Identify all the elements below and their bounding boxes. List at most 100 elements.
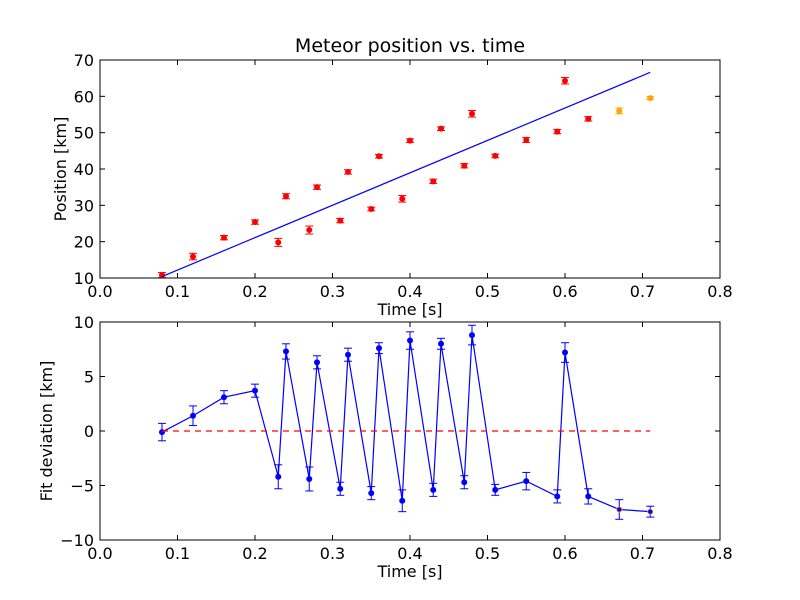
data-marker <box>492 486 499 493</box>
position-x-tick-label: 0.2 <box>242 282 267 301</box>
position-data-point <box>274 237 283 247</box>
data-marker <box>313 184 320 191</box>
deviation-plot-ticks: 0.0 0.1 0.2 0.3 0.4 0.5 0.6 0.7 0.8 −10 −5 0 5 10 <box>60 313 732 563</box>
position-y-tick-label: 10 <box>74 269 94 288</box>
position-data-point <box>615 107 624 115</box>
data-marker <box>158 272 165 279</box>
fit-line <box>161 71 651 278</box>
data-marker <box>647 95 654 102</box>
deviation-data-point <box>615 499 624 520</box>
position-data-point <box>367 205 376 212</box>
data-marker <box>344 168 351 175</box>
data-marker <box>468 332 475 339</box>
position-x-tick-label: 0.4 <box>397 282 422 301</box>
position-data-point <box>437 125 445 132</box>
data-marker <box>585 493 592 500</box>
position-plot-ticks: 0.0 0.1 0.2 0.3 0.4 0.5 0.6 0.7 0.8 10 20 30 40 50 60 7… <box>74 51 733 301</box>
deviation-data-point <box>429 482 438 497</box>
position-x-tick-label: 0.3 <box>320 282 345 301</box>
deviation-data-point <box>251 383 259 398</box>
position-data-point <box>561 76 569 85</box>
data-marker <box>616 506 623 513</box>
data-marker <box>275 239 282 246</box>
deviation-data-point <box>344 347 352 362</box>
position-data-point <box>468 110 476 118</box>
position-plot-y-label: Position [km] <box>51 117 70 222</box>
deviation-y-tick-label: 5 <box>84 368 94 387</box>
data-marker <box>430 178 437 185</box>
deviation-x-tick-label: 0.2 <box>242 544 267 563</box>
data-marker <box>437 340 444 347</box>
data-marker <box>406 337 413 344</box>
deviation-data-point <box>406 331 414 350</box>
deviation-data-point <box>313 355 321 370</box>
data-marker <box>158 429 165 436</box>
position-data-point <box>646 95 655 102</box>
deviation-x-tick-label: 0.7 <box>630 544 655 563</box>
data-marker <box>554 493 561 500</box>
deviation-x-tick-label: 0.1 <box>165 544 190 563</box>
deviation-data-point <box>468 324 476 346</box>
deviation-data-point <box>491 483 500 496</box>
data-marker <box>523 136 530 143</box>
position-data-point <box>429 178 438 185</box>
deviation-data-point <box>367 486 376 501</box>
deviation-data-point <box>375 342 383 355</box>
data-marker <box>562 77 569 84</box>
deviation-x-tick-label: 0.4 <box>397 544 422 563</box>
position-y-tick-label: 70 <box>74 51 94 70</box>
deviation-x-tick-label: 0.3 <box>320 544 345 563</box>
deviation-data-point <box>305 466 314 492</box>
deviation-data-point <box>522 471 531 491</box>
position-data-point <box>251 219 259 226</box>
data-marker <box>375 153 382 160</box>
position-data-point <box>491 152 500 159</box>
deviation-x-tick-label: 0.8 <box>707 544 732 563</box>
data-marker <box>368 205 375 212</box>
position-data-point <box>344 168 352 175</box>
data-marker <box>492 152 499 159</box>
data-marker <box>306 227 313 234</box>
data-marker <box>251 387 258 394</box>
data-marker <box>368 490 375 497</box>
data-marker <box>282 193 289 200</box>
data-marker <box>406 137 413 144</box>
position-data-point <box>460 162 469 169</box>
position-x-tick-label: 0.7 <box>630 282 655 301</box>
position-plot-marks <box>158 71 655 279</box>
position-data-point <box>220 234 228 241</box>
data-marker <box>585 115 592 122</box>
position-data-point <box>406 137 414 144</box>
position-plot-x-label: Time [s] <box>376 300 442 319</box>
data-marker <box>220 394 227 401</box>
deviation-plot-marks <box>158 324 655 520</box>
deviation-data-point <box>646 505 655 518</box>
position-data-point <box>375 153 383 160</box>
data-marker <box>647 508 654 515</box>
deviation-y-tick-label: 0 <box>84 422 94 441</box>
data-marker <box>468 110 475 117</box>
position-data-point <box>584 115 593 122</box>
position-data-point <box>398 195 407 203</box>
data-marker <box>616 107 623 114</box>
deviation-data-point <box>460 475 469 490</box>
deviation-x-tick-label: 0.0 <box>87 544 112 563</box>
data-marker <box>399 195 406 202</box>
data-marker <box>189 253 196 260</box>
position-y-tick-label: 30 <box>74 196 94 215</box>
deviation-x-tick-label: 0.5 <box>475 544 500 563</box>
position-data-point <box>313 184 321 191</box>
position-x-tick-label: 0.1 <box>165 282 190 301</box>
position-y-tick-label: 50 <box>74 124 94 143</box>
deviation-plot-y-label: Fit deviation [km] <box>37 361 56 502</box>
deviation-data-point <box>220 390 228 405</box>
position-plot: Meteor position vs. time 0.0 0.1 0.2 0.3 0.4… <box>51 35 733 319</box>
position-data-point <box>553 128 562 135</box>
data-marker <box>562 349 569 356</box>
data-marker <box>337 217 344 224</box>
position-y-tick-label: 60 <box>74 87 94 106</box>
deviation-y-tick-label: −10 <box>60 531 94 550</box>
deviation-data-point <box>584 488 593 505</box>
position-x-tick-label: 0.8 <box>707 282 732 301</box>
data-marker <box>251 219 258 226</box>
